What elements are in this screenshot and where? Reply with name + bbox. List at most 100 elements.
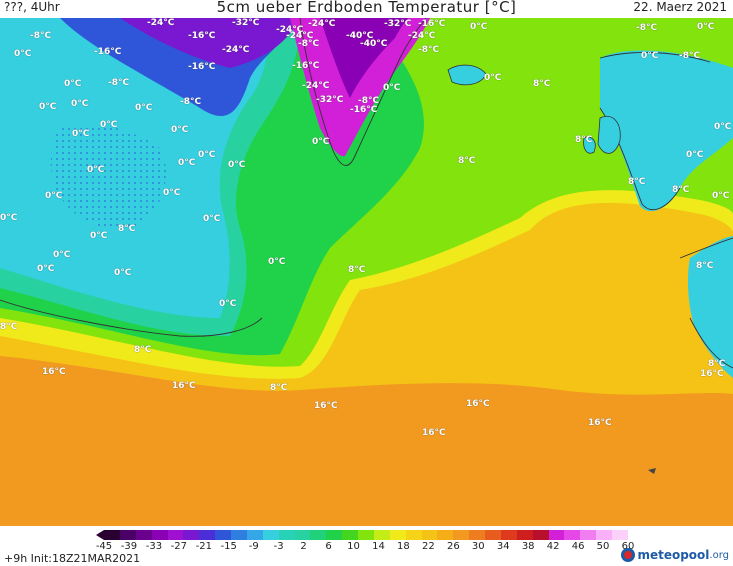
isotherm-label: -16°C bbox=[188, 31, 216, 41]
isotherm-label: 0°C bbox=[484, 73, 502, 83]
color-swatch bbox=[389, 530, 406, 540]
british-isles bbox=[583, 115, 621, 154]
color-scale-tick-label: 10 bbox=[347, 541, 360, 552]
color-swatch bbox=[278, 530, 295, 540]
canary-islands bbox=[648, 468, 656, 474]
isotherm-label: -8°C bbox=[298, 39, 320, 49]
isotherm-label: 16°C bbox=[314, 401, 338, 411]
color-scale-tick-label: -15 bbox=[220, 541, 237, 552]
color-scale-tick-label: -21 bbox=[195, 541, 212, 552]
iceland-island bbox=[447, 64, 487, 86]
isotherm-label: -8°C bbox=[418, 45, 440, 55]
temperature-field bbox=[0, 18, 733, 526]
isotherm-label: 16°C bbox=[172, 381, 196, 391]
isotherm-label: -8°C bbox=[108, 78, 130, 88]
color-scale-tick-label: -3 bbox=[273, 541, 284, 552]
isotherm-label: -24°C bbox=[408, 31, 436, 41]
color-swatch bbox=[167, 530, 184, 540]
color-swatch bbox=[596, 530, 612, 540]
isotherm-label: 8°C bbox=[575, 135, 593, 145]
isotherm-label: 8°C bbox=[628, 177, 646, 187]
color-scale-tick-label: 6 bbox=[325, 541, 332, 552]
color-scale-tick-label: 18 bbox=[397, 541, 410, 552]
isotherm-label: 8°C bbox=[533, 79, 551, 89]
brand-link[interactable]: meteopool .org bbox=[621, 547, 729, 563]
greenland-coast bbox=[299, 18, 427, 166]
color-scale-tick-label: 42 bbox=[546, 541, 560, 552]
isotherm-label: 0°C bbox=[87, 165, 105, 175]
color-scale-tick-label: 2 bbox=[300, 541, 307, 552]
europe-east-cyan bbox=[687, 236, 733, 378]
color-scale-tick-label: -45 bbox=[95, 541, 113, 552]
deep-cold-region bbox=[120, 18, 300, 68]
color-swatch bbox=[215, 530, 231, 540]
color-scale-tick-label: 38 bbox=[521, 541, 535, 552]
hudson-bay-lakes bbox=[50, 124, 166, 229]
isotherm-label: 8°C bbox=[270, 383, 288, 393]
color-scale-tip bbox=[96, 530, 104, 540]
isotherm-label: 8°C bbox=[708, 359, 726, 369]
color-swatch bbox=[421, 530, 438, 540]
color-swatch bbox=[199, 530, 216, 540]
color-swatch bbox=[104, 530, 120, 540]
init-run-label: +9h Init:18Z21MAR2021 bbox=[4, 552, 141, 565]
isotherm-label: 0°C bbox=[39, 102, 57, 112]
color-swatch bbox=[373, 530, 390, 540]
color-scale-bar bbox=[96, 530, 628, 540]
color-swatch bbox=[310, 530, 327, 540]
greenland-ice bbox=[290, 18, 430, 157]
isotherm-label: 16°C bbox=[42, 367, 66, 377]
brand-name: meteopool bbox=[637, 548, 710, 562]
color-swatch bbox=[151, 530, 168, 540]
color-scale-ticks: -45 -39 -33 -27 -21 -15 -9 -3 2 6 10 14 18 22 26 30 34 38… bbox=[96, 541, 635, 553]
isotherm-label: -8°C bbox=[679, 51, 701, 61]
run-hour-label: ???, 4Uhr bbox=[4, 0, 60, 14]
color-scale-tick-label: 50 bbox=[596, 541, 610, 552]
isotherm-label: 8°C bbox=[348, 265, 366, 275]
isotherm-label: 0°C bbox=[714, 122, 732, 132]
color-swatch bbox=[262, 530, 279, 540]
isotherm-label: -32°C bbox=[232, 18, 260, 28]
isotherm-label: 0°C bbox=[45, 191, 63, 201]
isotherm-label: 0°C bbox=[268, 257, 286, 267]
color-scale-tick-label: -33 bbox=[145, 541, 163, 552]
meteopool-logo-icon bbox=[621, 548, 636, 562]
color-scale-tick-label: 22 bbox=[422, 541, 435, 552]
isotherm-label: 0°C bbox=[383, 83, 401, 93]
isotherm-label: -32°C bbox=[384, 19, 412, 29]
isotherm-label: 0°C bbox=[312, 137, 330, 147]
isotherm-label: -8°C bbox=[30, 31, 52, 41]
temperature-map: -24°C -32°C -24°C -24°C -32°C -16°C -8°C… bbox=[0, 18, 733, 526]
isotherm-label: -24°C bbox=[222, 45, 250, 55]
isotherm-label: 0°C bbox=[641, 51, 659, 61]
isotherm-label: -16°C bbox=[292, 61, 320, 71]
isotherm-label: 8°C bbox=[696, 261, 714, 271]
isotherm-label: 0°C bbox=[135, 103, 153, 113]
isotherm-label: 0°C bbox=[114, 268, 132, 278]
isotherm-label: 0°C bbox=[686, 150, 704, 160]
isotherm-label: -8°C bbox=[636, 23, 658, 33]
color-swatch bbox=[326, 530, 343, 540]
brand-suffix: .org bbox=[709, 549, 729, 561]
isotherm-label: -24°C bbox=[286, 31, 314, 41]
north-america-coast bbox=[0, 299, 263, 337]
color-swatch bbox=[246, 530, 263, 540]
isotherm-label: 0°C bbox=[219, 299, 237, 309]
color-swatch bbox=[564, 530, 581, 540]
isotherm-label: -40°C bbox=[346, 31, 374, 41]
color-swatch bbox=[453, 530, 470, 540]
isotherm-label: -40°C bbox=[360, 39, 388, 49]
isotherm-label: -16°C bbox=[350, 105, 378, 115]
isotherm-label: 0°C bbox=[64, 79, 82, 89]
color-scale-tick-label: 60 bbox=[621, 541, 635, 552]
color-swatch bbox=[548, 530, 565, 540]
color-scale-tick-label: 14 bbox=[372, 541, 385, 552]
isotherm-label: 0°C bbox=[697, 22, 715, 32]
isotherm-label: -16°C bbox=[188, 62, 216, 72]
isotherm-label: 0°C bbox=[90, 231, 108, 241]
color-scale-tick-label: 34 bbox=[496, 541, 510, 552]
isotherm-label: 0°C bbox=[163, 188, 181, 198]
color-swatch bbox=[342, 530, 358, 540]
isotherm-label: -24°C bbox=[276, 25, 304, 35]
color-scale-tick-label: 26 bbox=[446, 541, 460, 552]
